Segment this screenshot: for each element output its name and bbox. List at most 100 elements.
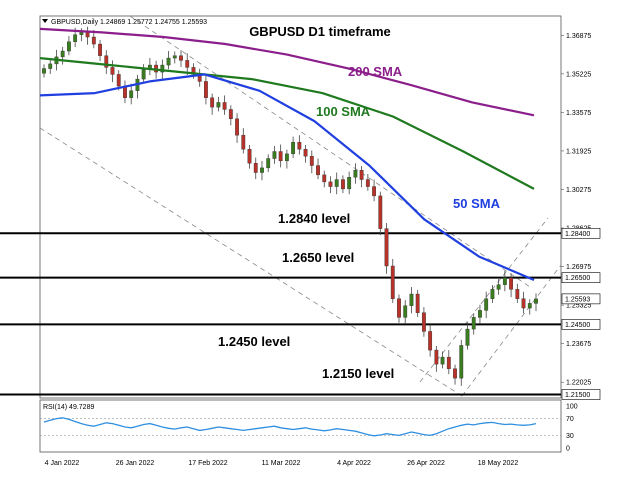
candle-body — [421, 312, 426, 332]
candle-body — [228, 109, 233, 120]
candle-body — [104, 55, 109, 68]
candle-body — [91, 36, 96, 45]
x-tick-label: 26 Apr 2022 — [407, 460, 445, 467]
x-tick-label: 26 Jan 2022 — [116, 460, 155, 467]
dropdown-triangle-icon[interactable] — [42, 19, 48, 23]
candle-body — [322, 174, 327, 183]
candle-body — [129, 90, 134, 98]
candle-body — [297, 141, 302, 150]
candle-body — [204, 81, 208, 98]
x-tick-label: 4 Apr 2022 — [337, 460, 371, 467]
candle-body — [465, 328, 470, 346]
rsi-tick-label: 30 — [566, 433, 574, 440]
y-tick-label: 1.26975 — [566, 264, 591, 271]
level-label-2: 1.2450 level — [218, 334, 290, 349]
candle-body — [372, 186, 376, 197]
candle-body — [185, 60, 190, 68]
candle-body — [166, 57, 171, 66]
candle-body — [359, 170, 364, 180]
downtrend-channel-lower — [39, 127, 463, 397]
candle-body — [434, 349, 439, 365]
rsi-line — [43, 417, 537, 437]
candle-body — [415, 293, 420, 313]
candle-body — [328, 181, 333, 187]
rsi-tick-label: 100 — [566, 404, 578, 411]
candle-body — [378, 195, 383, 229]
candle-body — [303, 148, 308, 157]
candle-body — [478, 310, 482, 318]
rsi-tick-label: 0 — [566, 446, 570, 453]
price-pane-frame — [39, 15, 562, 399]
candle-body — [428, 331, 433, 351]
x-tick-label: 4 Jan 2022 — [45, 460, 80, 467]
candle-body — [471, 317, 476, 330]
candle-body — [260, 167, 264, 173]
y-tick-label: 1.23675 — [566, 341, 591, 348]
candle-body — [521, 298, 526, 309]
price-tag-label: 1.28400 — [565, 231, 590, 238]
candle-body — [316, 165, 320, 176]
candle-body — [440, 356, 445, 365]
y-tick-label: 1.30275 — [566, 187, 591, 194]
level-label-0: 1.2840 level — [278, 211, 350, 226]
y-tick-label: 1.25325 — [566, 303, 591, 310]
x-tick-label: 17 Feb 2022 — [188, 460, 227, 467]
price-tag-box — [561, 319, 601, 330]
candle-body — [446, 356, 451, 369]
candle-body — [365, 179, 370, 187]
sma-200-line — [39, 27, 535, 117]
candle-body — [390, 265, 395, 299]
candle-body — [384, 228, 389, 267]
y-tick-label: 1.33575 — [566, 110, 591, 117]
uptrend-channel-lower — [461, 264, 562, 397]
price-tag-label: 1.26500 — [565, 275, 590, 282]
candle-body — [110, 67, 115, 75]
candle-body — [409, 293, 414, 306]
chart-title: GBPUSD D1 timeframe — [249, 24, 391, 39]
price-tag-box — [561, 389, 601, 400]
candle-body — [534, 298, 538, 304]
level-label-1: 1.2650 level — [282, 250, 354, 265]
candle-body — [509, 277, 514, 290]
sma-label-2: 50 SMA — [453, 196, 501, 211]
candle-body — [502, 277, 507, 285]
price-tag-box — [561, 293, 601, 305]
candle-body — [73, 34, 78, 42]
candle-body — [515, 289, 520, 299]
y-tick-label: 1.31925 — [566, 148, 591, 155]
candle-body — [241, 134, 246, 150]
sma-label-1: 100 SMA — [316, 104, 371, 119]
candle-body — [179, 55, 183, 61]
candle-body — [98, 43, 102, 56]
candle-body — [160, 64, 165, 73]
candle-body — [48, 63, 53, 69]
candle-body — [490, 289, 495, 299]
sma-50-line — [39, 73, 535, 282]
candle-body — [222, 102, 227, 110]
symbol-info: GBPUSD,Daily 1.24869 1.25772 1.24755 1.2… — [51, 19, 207, 26]
candle-body — [85, 32, 90, 38]
candle-body — [266, 158, 271, 169]
rsi-pane-frame — [39, 399, 562, 453]
y-tick-label: 1.36875 — [566, 33, 591, 40]
rsi-tick-label: 70 — [566, 416, 574, 423]
candle-body — [527, 303, 532, 309]
candle-body — [341, 179, 345, 190]
rsi-label: RSI(14) 49.7289 — [43, 404, 94, 411]
candle-body — [247, 148, 252, 164]
sma-100-line — [39, 57, 535, 190]
y-tick-label: 1.22025 — [566, 380, 591, 387]
candle-body — [309, 155, 314, 166]
candle-body — [116, 74, 121, 87]
candle-body — [278, 151, 283, 162]
candle-body — [216, 102, 221, 108]
candle-body — [172, 55, 177, 59]
x-tick-label: 18 May 2022 — [478, 460, 519, 467]
candle-body — [66, 41, 71, 52]
candle-body — [60, 50, 65, 58]
candle-body — [453, 368, 457, 379]
candle-body — [484, 298, 489, 311]
candle-body — [253, 162, 258, 173]
